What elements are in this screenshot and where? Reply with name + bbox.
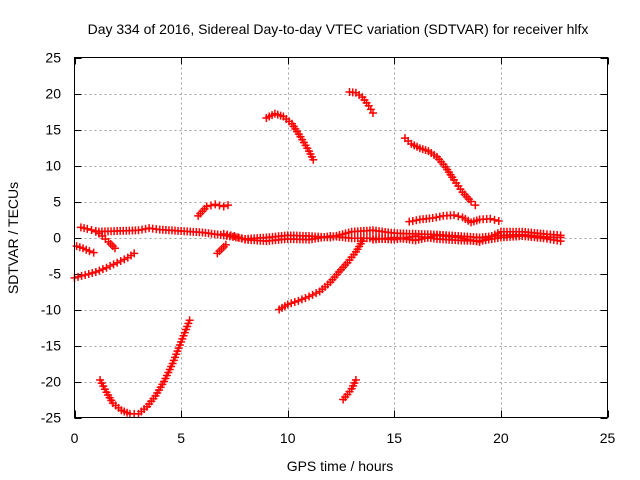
data-point <box>237 234 246 243</box>
x-tick-label: 20 <box>493 430 509 446</box>
y-tick-label: 5 <box>53 194 61 210</box>
series-track-11 <box>400 134 480 210</box>
y-tick-label: 15 <box>45 122 61 138</box>
y-tick-label: 25 <box>45 50 61 66</box>
data-point <box>454 212 463 221</box>
data-point <box>102 263 111 272</box>
y-tick-label: -5 <box>49 266 62 282</box>
data-point <box>185 316 194 325</box>
series-track-10 <box>345 88 377 117</box>
series-track-12 <box>405 211 503 227</box>
y-tick-label: 10 <box>45 158 61 174</box>
data-point <box>85 247 94 256</box>
x-tick-label: 0 <box>71 430 79 446</box>
data-point <box>98 265 107 274</box>
data-point <box>120 255 129 264</box>
data-point <box>309 155 318 164</box>
data-points <box>70 88 565 418</box>
plot-border <box>74 57 608 418</box>
data-point <box>88 269 97 278</box>
data-point <box>81 270 90 279</box>
data-point <box>301 293 310 302</box>
series-track-2 <box>72 242 98 257</box>
series-track-7 <box>262 109 318 164</box>
x-tick-label: 15 <box>387 430 403 446</box>
y-tick-label: -20 <box>41 374 61 390</box>
y-axis-label: SDTVAR / TECUs <box>5 182 21 294</box>
data-point <box>116 257 125 266</box>
y-tick-label: 20 <box>45 86 61 102</box>
series-track-8 <box>275 237 367 314</box>
data-point <box>312 289 321 298</box>
data-point <box>368 108 377 117</box>
data-point <box>494 216 503 225</box>
series-track-5 <box>194 200 233 220</box>
axis-ticks <box>74 57 609 419</box>
data-point <box>109 260 118 269</box>
series-track-4 <box>96 316 194 418</box>
data-point <box>297 295 306 304</box>
series-track-15 <box>368 227 565 246</box>
data-point <box>308 290 317 299</box>
data-point <box>224 201 233 210</box>
data-point <box>113 258 122 267</box>
y-tick-label: 0 <box>53 230 61 246</box>
y-tick-label: -10 <box>41 302 61 318</box>
data-point <box>233 233 242 242</box>
data-point <box>490 215 499 224</box>
data-point <box>84 269 93 278</box>
y-tick-label: -15 <box>41 338 61 354</box>
x-axis-label: GPS time / hours <box>287 458 394 474</box>
x-tick-label: 25 <box>600 430 616 446</box>
data-point <box>89 248 98 257</box>
data-point <box>202 202 211 211</box>
data-point <box>206 201 215 210</box>
series-track-6 <box>213 240 230 258</box>
x-tick-label: 10 <box>280 430 296 446</box>
data-point <box>91 268 100 277</box>
data-point <box>87 225 96 234</box>
data-point <box>111 244 120 253</box>
y-tick-label: -25 <box>41 410 61 426</box>
data-point <box>95 266 104 275</box>
data-point <box>230 232 239 241</box>
series-track-9 <box>339 376 360 404</box>
data-point <box>471 201 480 210</box>
data-point <box>211 200 220 209</box>
data-point <box>83 224 92 233</box>
data-point <box>283 300 292 309</box>
data-point <box>106 262 115 271</box>
x-tick-label: 5 <box>177 430 185 446</box>
data-point <box>219 202 228 211</box>
data-point <box>130 249 139 258</box>
data-point <box>486 214 495 223</box>
data-point <box>215 201 224 210</box>
axis-tick-labels: 0 5 10 15 20 25 -25 -20 -15 -10 -5 0 5 10 15 20 25 <box>41 50 616 447</box>
chart-title: Day 334 of 2016, Sidereal Day-to-day VTE… <box>88 21 589 37</box>
data-point <box>556 231 565 240</box>
data-point <box>74 272 83 281</box>
data-point <box>77 271 86 280</box>
data-point <box>294 296 303 305</box>
data-point <box>449 211 458 220</box>
data-point <box>305 292 314 301</box>
data-point <box>221 240 230 249</box>
series-track-1 <box>70 249 139 282</box>
data-point <box>290 298 299 307</box>
data-point <box>467 197 476 206</box>
data-point <box>351 376 360 385</box>
data-point <box>287 299 296 308</box>
